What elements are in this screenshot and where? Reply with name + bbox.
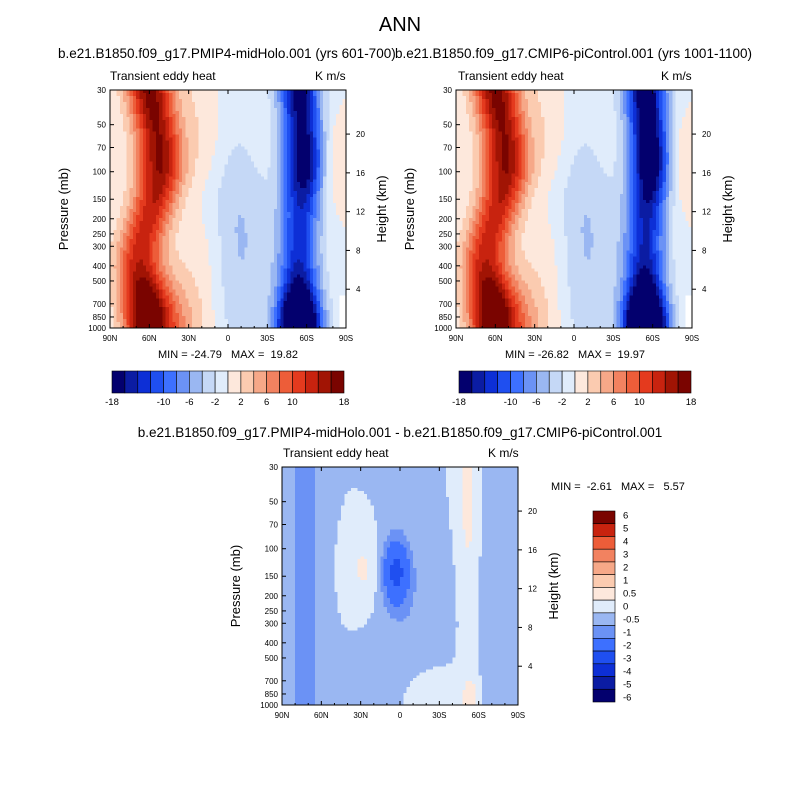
panel-1-field bbox=[110, 90, 347, 329]
panel-1: 90N 60N 30N 0 30S 60S 90S305070100150200250300… bbox=[56, 86, 389, 343]
